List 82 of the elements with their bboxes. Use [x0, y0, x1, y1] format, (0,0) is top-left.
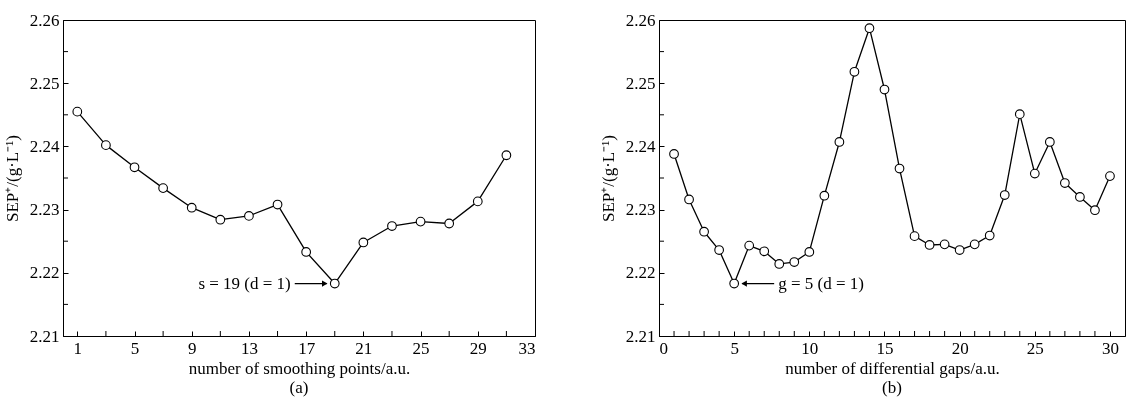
point [1059, 178, 1070, 188]
y-tick-label: 2.25 [625, 73, 656, 93]
point [158, 183, 168, 193]
x-tick-label: 1 [73, 338, 83, 358]
text: (b) [882, 378, 902, 397]
x-tick-label: 25 [1026, 338, 1044, 358]
y-tick-label: 2.21 [625, 326, 656, 346]
x-tick-label: 5 [130, 338, 140, 358]
x-tick-label: 15 [876, 338, 894, 358]
point [729, 278, 740, 289]
point [358, 237, 369, 248]
x-tick-label: 25 [412, 338, 430, 358]
y-tick-label: 2.22 [29, 263, 60, 283]
point [999, 190, 1010, 200]
x-tick-label: 30 [1101, 338, 1119, 358]
point [864, 23, 875, 34]
y-axis-title: SEP⁺/(g·L⁻¹) [598, 135, 618, 222]
point [759, 246, 770, 257]
point [215, 214, 226, 225]
point [789, 257, 800, 267]
point [72, 106, 83, 117]
x-tick-label: 0 [659, 338, 668, 358]
x-tick-label: 17 [298, 338, 316, 358]
y-tick-label: 2.25 [29, 73, 60, 93]
point [186, 202, 197, 213]
point [804, 247, 815, 257]
point [1105, 171, 1115, 181]
y-tick-label: 2.24 [625, 136, 656, 156]
point [669, 149, 679, 159]
y-tick-label: 2.26 [625, 10, 656, 30]
x-tick-label: 10 [801, 338, 819, 358]
y-tick-label: 2.24 [29, 136, 60, 156]
x-tick-label: 5 [730, 338, 739, 358]
point [472, 196, 483, 207]
x-tick-label: 21 [355, 338, 373, 358]
point [894, 163, 905, 174]
point [1044, 137, 1055, 147]
point [415, 216, 426, 227]
point [301, 247, 312, 257]
point [244, 211, 254, 221]
y-tick-label: 2.23 [29, 200, 60, 220]
point [774, 259, 785, 269]
point [684, 194, 694, 205]
x-tick-label: 33 [518, 338, 536, 358]
point [714, 245, 725, 255]
point [272, 199, 283, 210]
point [444, 218, 455, 229]
point [849, 66, 860, 77]
point [984, 230, 995, 241]
point [1075, 192, 1085, 202]
y-tick-label: 2.26 [29, 10, 60, 30]
y-tick-label: 2.23 [625, 200, 656, 220]
point [1014, 109, 1025, 120]
point [909, 231, 920, 242]
text: (a) [289, 378, 309, 397]
point [819, 190, 830, 201]
annotation: g = 5 (d = 1) [778, 273, 864, 293]
point [699, 226, 709, 237]
x-tick-label: 13 [240, 338, 258, 358]
point [939, 239, 950, 250]
x-axis-title: number of differential gaps/a.u. [785, 358, 1000, 378]
point [1029, 168, 1040, 179]
point [834, 137, 845, 147]
annotation: s = 19 (d = 1) [198, 273, 291, 293]
y-tick-label: 2.22 [625, 263, 656, 283]
point [879, 84, 890, 95]
y-tick-label: 2.21 [29, 326, 60, 346]
point [501, 150, 512, 161]
x-tick-label: 20 [951, 338, 969, 358]
x-tick-label: 29 [469, 338, 487, 358]
point [129, 162, 140, 173]
point [924, 240, 935, 250]
x-axis-title: number of smoothing points/a.u. [188, 358, 411, 378]
point [969, 239, 980, 250]
point [744, 240, 755, 251]
x-tick-label: 9 [187, 338, 197, 358]
point [1090, 205, 1100, 216]
point [387, 221, 397, 231]
point [101, 140, 111, 151]
point [954, 245, 965, 255]
point [329, 278, 340, 289]
y-axis-title: SEP⁺/(g·L⁻¹) [2, 135, 22, 222]
